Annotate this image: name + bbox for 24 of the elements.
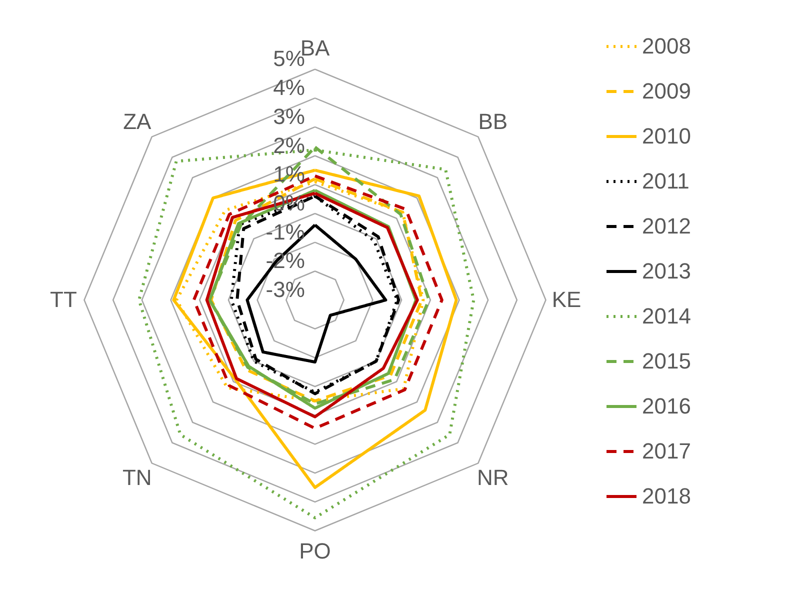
spoke-label: BB: [478, 109, 508, 134]
legend-label: 2009: [642, 78, 691, 104]
legend-label: 2008: [642, 34, 691, 58]
legend-label: 2011: [642, 168, 690, 194]
legend-label: 2013: [642, 258, 691, 284]
y-tick-label: 2%: [273, 132, 305, 158]
legend-label: 2018: [642, 484, 691, 508]
spoke-label: TT: [50, 287, 77, 312]
spoke-label: PO: [299, 538, 331, 564]
spoke-label: NR: [476, 464, 509, 490]
legend-label: 2015: [642, 348, 691, 374]
legend-label: 2017: [642, 438, 691, 464]
legend-label: 2010: [642, 124, 691, 148]
spoke-label: KE: [552, 287, 582, 312]
legend-label: 2016: [642, 394, 691, 418]
legend-label: 2014: [642, 304, 691, 328]
spoke-label: ZA: [123, 109, 152, 134]
y-tick-label: -1%: [266, 219, 305, 244]
legend-label: 2012: [642, 214, 691, 238]
y-tick-label: 3%: [273, 104, 305, 129]
spoke-label: TN: [122, 464, 152, 490]
y-tick-label: 0%: [273, 190, 305, 216]
y-tick-label: 4%: [273, 75, 305, 100]
y-tick-label: -3%: [266, 277, 305, 302]
